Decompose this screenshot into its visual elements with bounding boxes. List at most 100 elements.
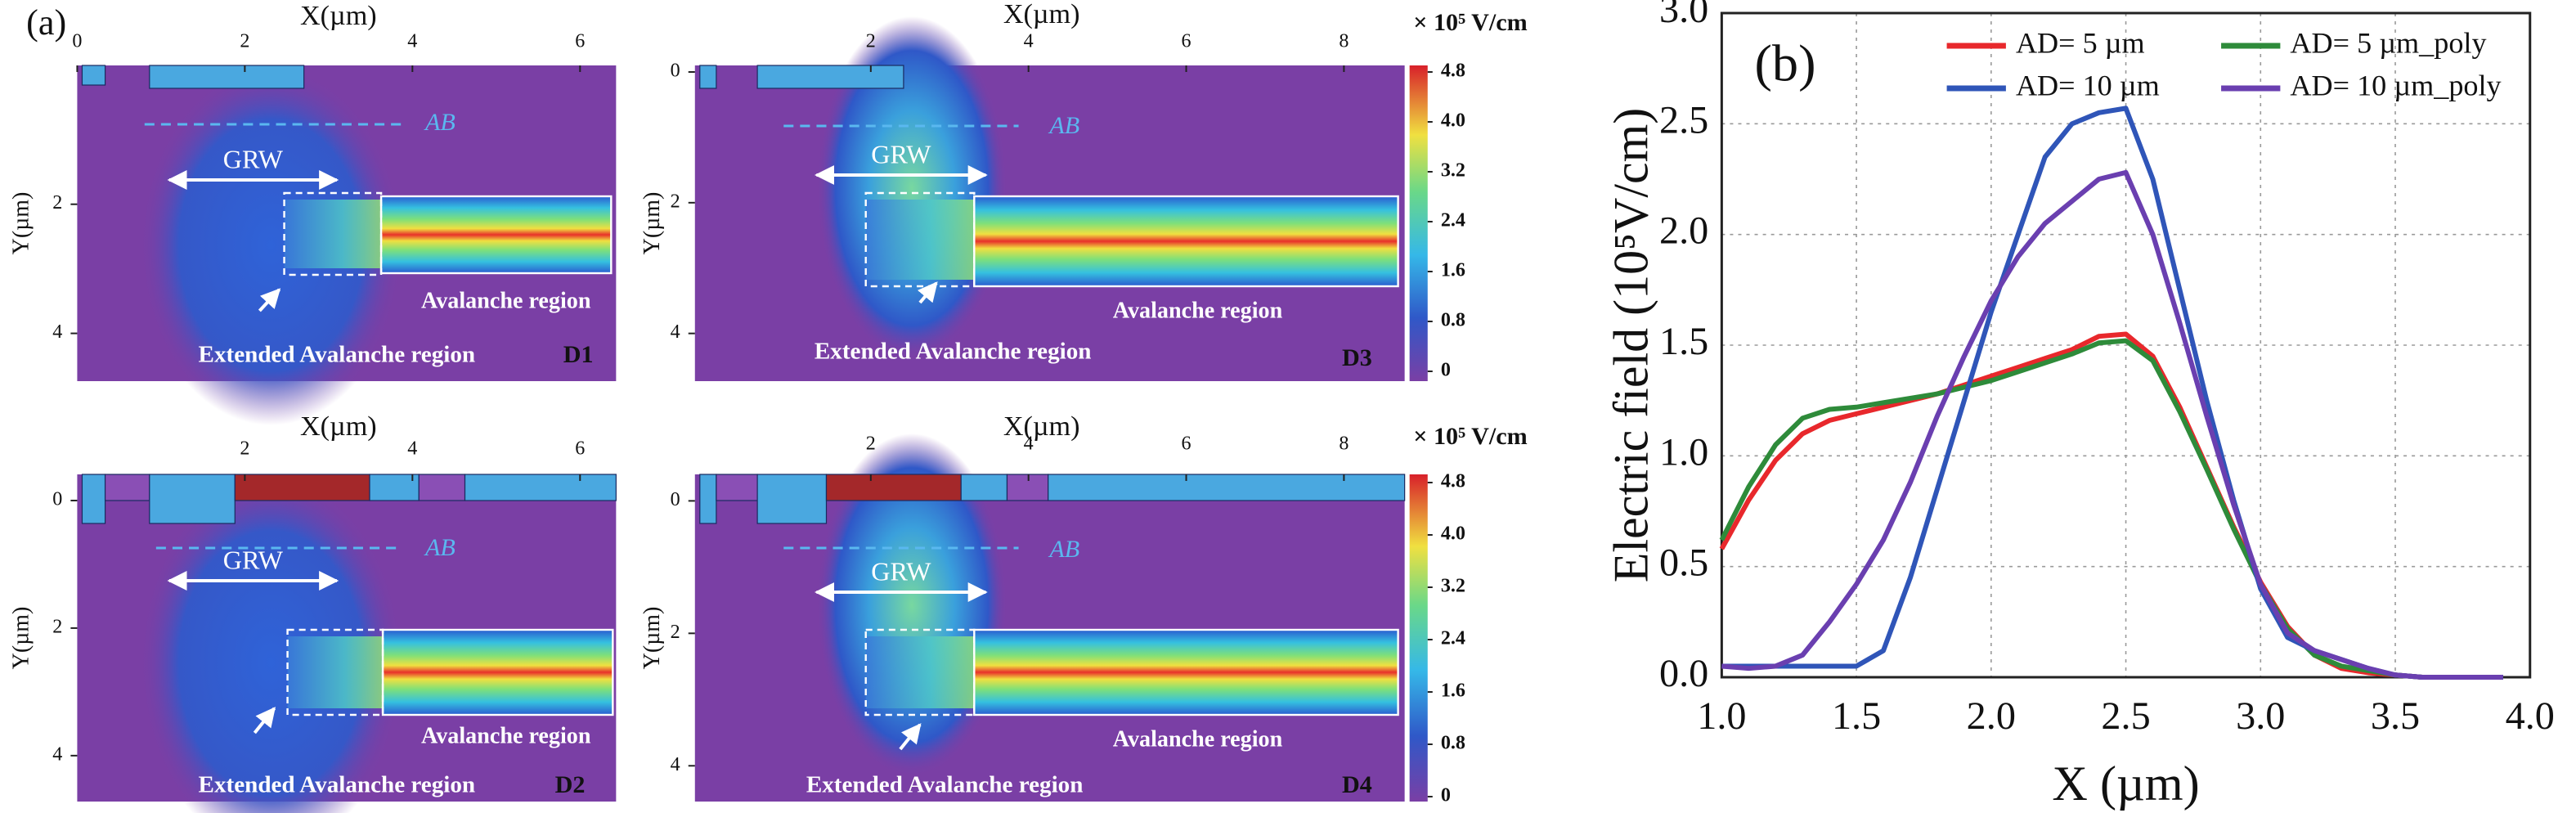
x-tick-label: 3.5 — [2371, 694, 2420, 738]
colorbar-tick-label: 3.2 — [1441, 576, 1465, 597]
field-spread — [139, 474, 403, 813]
series-line — [1721, 106, 2503, 680]
avalanche-field — [381, 196, 612, 273]
device-layer — [234, 474, 370, 501]
y-axis-label: Electric field (10⁵V/cm) — [1604, 108, 1659, 583]
colorbar-tick-label: 0 — [1441, 360, 1451, 381]
device-layer — [418, 474, 466, 501]
y-tick-label: 4 — [52, 743, 62, 765]
ab-label: AB — [1048, 535, 1079, 563]
series-line — [1719, 331, 2503, 680]
colorbar-tick-label: 4.8 — [1441, 61, 1465, 82]
colorbar-tick-label: 2.4 — [1441, 628, 1465, 649]
y-tick-label: 0.0 — [1659, 652, 1708, 695]
device-layer — [825, 474, 962, 501]
x-axis-label: X(µm) — [300, 1, 377, 31]
device-label: D4 — [1342, 770, 1372, 798]
pointer-arrow — [258, 288, 281, 312]
colorbar-tick-label: 4.0 — [1441, 110, 1465, 132]
avalanche-box — [973, 195, 1399, 288]
extended-box — [286, 628, 384, 716]
ab-label: AB — [424, 108, 456, 136]
y-axis-label: Y(µm) — [9, 607, 34, 670]
extended-label: Extended Avalanche region — [199, 342, 476, 368]
legend-label: AD= 5 µm — [2016, 26, 2145, 59]
y-axis-label: Y(µm) — [640, 607, 665, 670]
device-layer — [960, 474, 1008, 501]
extended-label: Extended Avalanche region — [806, 772, 1084, 798]
x-tick-label: 2 — [866, 31, 876, 52]
x-tick-label: 2.0 — [1967, 694, 2016, 738]
pointer-arrow — [917, 281, 938, 304]
y-tick-label: 3.0 — [1659, 0, 1708, 31]
colorbar-title: × 10⁵ V/cm — [1413, 422, 1527, 450]
x-tick-label: 2.5 — [2101, 694, 2150, 738]
legend-label: AD= 5 µm_poly — [2290, 26, 2486, 59]
x-tick-label: 2 — [240, 31, 249, 52]
x-axis-label: X(µm) — [1003, 411, 1080, 442]
x-tick-label: 6 — [1181, 433, 1191, 455]
device-layer — [716, 474, 758, 501]
plot-frame — [1720, 11, 2532, 679]
colorbar-tick-label: 4.0 — [1441, 523, 1465, 545]
y-axis-label: Y(µm) — [9, 192, 34, 255]
avalanche-field — [974, 630, 1398, 715]
ab-label: AB — [424, 533, 456, 561]
avalanche-field — [974, 196, 1398, 286]
extended-box — [864, 628, 976, 716]
x-axis-label: X(µm) — [1003, 0, 1080, 29]
x-tick-label: 4 — [1024, 433, 1034, 455]
avalanche-field — [383, 630, 613, 715]
y-axis-label: Y(µm) — [640, 192, 665, 255]
colorbar — [1409, 474, 1428, 802]
device-layer — [464, 474, 617, 501]
extended-label: Extended Avalanche region — [815, 339, 1092, 365]
avalanche-label: Avalanche region — [421, 288, 591, 313]
grw-label: GRW — [871, 556, 931, 586]
x-tick-label: 4 — [1024, 31, 1034, 52]
device-layer — [149, 474, 236, 524]
colorbar-tick-label: 0 — [1441, 785, 1451, 806]
legend-label: AD= 10 µm — [2016, 69, 2160, 101]
x-tick-label: 4 — [407, 438, 417, 460]
grw-label: GRW — [223, 545, 284, 574]
y-tick-label: 4 — [671, 321, 680, 343]
y-tick-label: 1.5 — [1659, 320, 1708, 363]
y-tick-label: 2 — [52, 192, 62, 213]
x-tick-label: 8 — [1339, 433, 1349, 455]
x-tick-label: 4.0 — [2506, 694, 2555, 738]
device-layer — [1048, 474, 1406, 501]
y-tick-label: 4 — [52, 321, 62, 343]
avalanche-label: Avalanche region — [1113, 298, 1283, 323]
device-label: D2 — [555, 770, 586, 798]
colorbar-tick-label: 1.6 — [1441, 260, 1465, 281]
extended-region-field — [865, 636, 975, 708]
x-axis-label: X(µm) — [300, 411, 377, 442]
y-tick-label: 2 — [671, 191, 680, 212]
avalanche-label: Avalanche region — [1113, 726, 1283, 752]
x-tick-label: 8 — [1339, 31, 1349, 52]
colorbar-tick-label: 1.6 — [1441, 680, 1465, 702]
extended-box — [283, 191, 383, 276]
x-tick-label: 6 — [1181, 31, 1191, 52]
device-layer — [699, 474, 717, 524]
grw-label: GRW — [871, 139, 931, 168]
colorbar-title: × 10⁵ V/cm — [1413, 8, 1527, 36]
device-layer — [149, 65, 305, 89]
series-line — [1721, 169, 2503, 680]
extended-region-field — [865, 200, 975, 280]
colorbar-tick-label: 0.8 — [1441, 733, 1465, 754]
device-layer — [699, 65, 717, 89]
y-tick-label: 2 — [671, 622, 680, 643]
y-tick-label: 0 — [52, 489, 62, 510]
field-spread — [139, 65, 403, 425]
device-layer — [81, 474, 106, 524]
panel-label: (a) — [26, 2, 66, 43]
y-tick-label: 0.5 — [1659, 541, 1708, 585]
y-tick-label: 0 — [671, 489, 680, 510]
colorbar-tick-label: 4.8 — [1441, 471, 1465, 492]
colorbar — [1409, 65, 1428, 381]
legend-label: AD= 10 µm_poly — [2290, 69, 2501, 101]
